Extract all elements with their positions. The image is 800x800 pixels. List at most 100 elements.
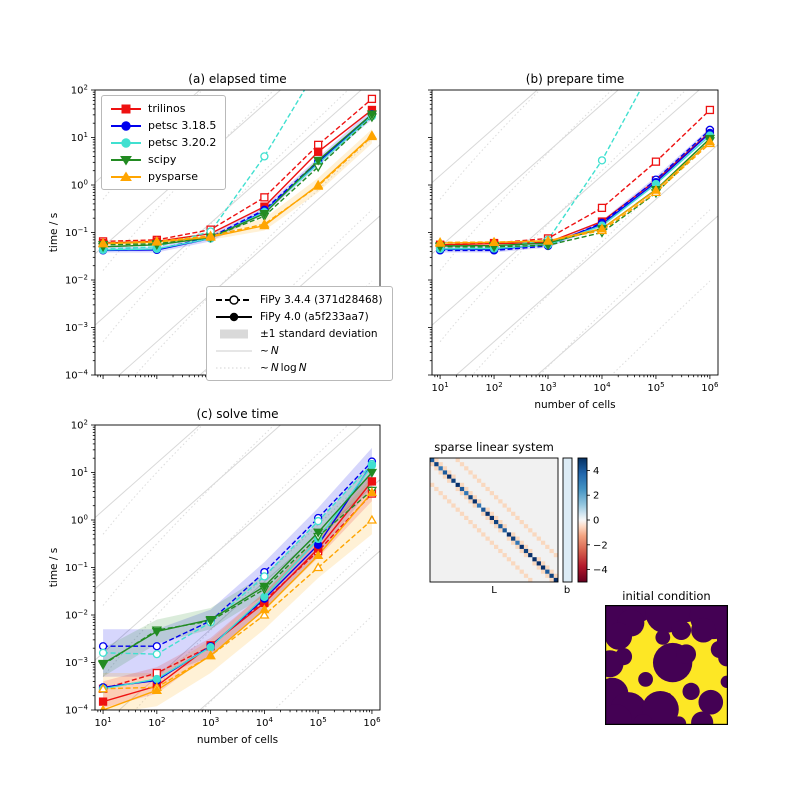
matrix-cell [472, 503, 477, 508]
legend-label: ~ N [260, 344, 279, 357]
marker-circle [206, 643, 215, 652]
ref-line-N [95, 425, 282, 590]
y-tick-label: 101 [71, 131, 88, 144]
marker-triangle-up [259, 609, 270, 619]
series-petsc-3-18-5-fipy-3.4.4 [103, 114, 373, 251]
x-tick-label: 102 [485, 381, 502, 394]
colorbar-tick-label: −2 [593, 540, 608, 551]
ref-line-NlogN [102, 90, 349, 343]
marker-square [314, 140, 323, 150]
initial-condition-image [605, 605, 728, 725]
ref-line-NlogN [439, 90, 613, 271]
matrix-cell [523, 524, 529, 529]
series-pysparse-fipy-3.4.4 [103, 135, 373, 244]
matrix-cell [545, 565, 550, 570]
marker-circle [98, 648, 108, 657]
series-lines [102, 461, 373, 710]
matrix-cell [511, 511, 516, 516]
marker-triangle-up [313, 550, 324, 560]
matrix-cell [506, 536, 512, 541]
series-pysparse-fipy-4.0 [440, 141, 711, 244]
matrix-cell [523, 553, 529, 558]
matrix-cell [523, 573, 529, 578]
marker-triangle-up [488, 237, 500, 247]
marker-circle [597, 156, 607, 165]
matrix-cell [553, 573, 558, 578]
matrix-cell [459, 491, 465, 496]
matrix-cell [498, 528, 503, 533]
x-tick-label: 106 [701, 381, 719, 394]
x-tick-label: 104 [593, 381, 611, 394]
reference-lines [432, 90, 718, 375]
solver-legend: trilinos petsc 3.18.5 petsc 3.20.2 scipy pys… [101, 95, 227, 190]
series-pysparse-fipy-4.0 [102, 492, 373, 710]
marker-triangle-up [596, 223, 608, 233]
legend-label: trilinos [148, 102, 186, 115]
matrix-cell [481, 532, 486, 537]
y-tick-label: 10−1 [65, 226, 88, 239]
matrix-cell [515, 536, 520, 541]
y-tick-label: 101 [71, 466, 88, 479]
matrix-cell [430, 458, 435, 463]
ref-line-NlogN [102, 425, 275, 606]
ref-line-N [118, 479, 380, 710]
marker-square [651, 157, 661, 166]
legend-label: petsc 3.20.2 [148, 136, 217, 149]
x-tick-label: 106 [363, 716, 381, 729]
legend-item-petsc-3-20-2: petsc 3.20.2 [111, 136, 216, 149]
matrix-cell [489, 515, 494, 520]
legend-marker [121, 137, 131, 148]
colorbar [577, 457, 588, 583]
y-axis-label: time / s [48, 213, 60, 252]
series-markers [97, 94, 378, 255]
legend-item-trilinos: trilinos [111, 102, 216, 115]
prepare-time-plot: 101 102 103 104 105 106 number of cells [428, 89, 719, 411]
marker-circle [152, 674, 161, 684]
ref-line-NlogN [471, 138, 711, 375]
matrix-cell [519, 544, 524, 549]
marker-triangle-up [313, 562, 324, 572]
matrix-cell [523, 548, 529, 554]
marker-triangle-up [366, 514, 378, 524]
marker-square [367, 94, 377, 104]
matrix-cell [489, 520, 494, 525]
legend-label: FiPy 4.0 (a5f233aa7) [260, 310, 369, 323]
matrix-cell [545, 573, 550, 578]
colorbar-tick-label: 0 [593, 516, 599, 527]
matrix-cell [528, 553, 533, 558]
legend-marker [120, 155, 132, 165]
legend-label: scipy [148, 153, 177, 166]
series-petsc-3-20-2-fipy-4.0 [102, 465, 373, 690]
matrix-cell [536, 561, 541, 566]
marker-circle [260, 152, 269, 161]
ref-line-NlogN [102, 425, 349, 678]
matrix-cell [485, 507, 490, 512]
matrix-cell [489, 491, 494, 496]
marker-triangle-down [259, 582, 270, 592]
matrix-cell [430, 462, 435, 467]
field-blob [682, 682, 700, 701]
initial-condition-title: initial condition [622, 589, 711, 603]
matrix-cell [451, 474, 456, 479]
matrix-cell [536, 557, 541, 562]
marker-triangle-up [434, 237, 446, 247]
matrix-cell [540, 540, 546, 545]
matrix-cell [434, 466, 439, 471]
matrix-cell [515, 515, 520, 520]
matrix-cell [476, 528, 482, 533]
ref-line-N [95, 90, 282, 255]
matrix-cell [498, 520, 503, 525]
matrix-cell [528, 548, 533, 554]
matrix-L-label: L [491, 585, 497, 596]
matrix-cell [468, 491, 473, 496]
marker-square [314, 147, 323, 156]
matrix-cell [502, 503, 507, 508]
series-scipy-fipy-3.4.4 [102, 489, 373, 666]
y-tick-label: 10−4 [65, 704, 89, 717]
ref-line-N [455, 144, 718, 375]
series-markers [434, 105, 716, 255]
legend-item-scipy: scipy [111, 153, 216, 166]
matrix-cell [502, 528, 507, 533]
